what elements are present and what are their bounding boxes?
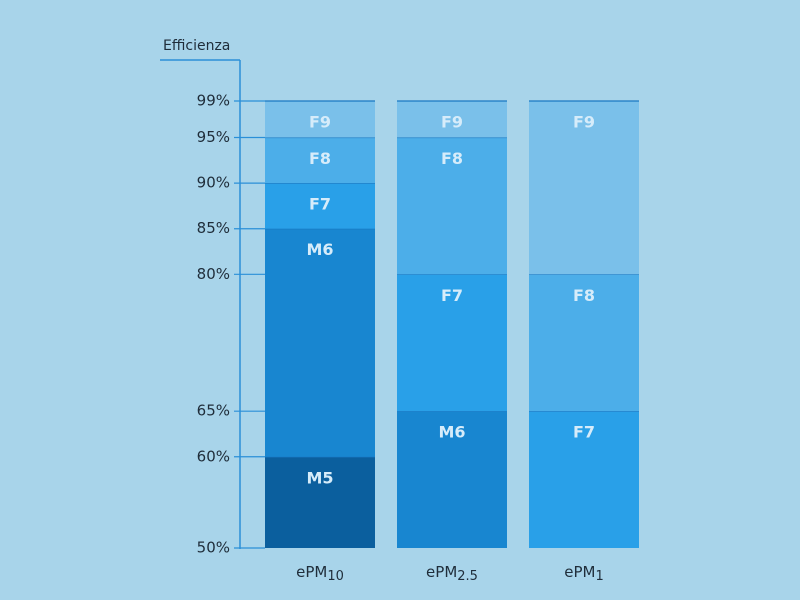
- y-tick-label: 65%: [197, 402, 230, 420]
- segment-label: F8: [309, 149, 331, 168]
- bar-segment: [529, 411, 639, 548]
- segment-label: F9: [309, 113, 331, 132]
- bar-segment: [397, 274, 507, 412]
- bar-segment: [529, 274, 639, 412]
- x-tick-label: ePM1: [564, 563, 604, 584]
- bar-segment: [529, 101, 639, 275]
- segment-label: F7: [309, 195, 331, 214]
- x-tick-label: ePM10: [296, 563, 344, 584]
- bar-segment: [397, 101, 507, 138]
- y-tick-label: 85%: [197, 219, 230, 237]
- y-tick-label: 90%: [197, 174, 230, 192]
- y-axis-label: Efficienza: [163, 38, 230, 54]
- segment-label: F7: [441, 286, 463, 305]
- bar-segment: [397, 137, 507, 275]
- bar-segment: [265, 183, 375, 229]
- segment-label: M6: [438, 423, 465, 442]
- bar-segment: [397, 411, 507, 548]
- bar-segment: [265, 456, 375, 548]
- y-tick-label: 80%: [197, 265, 230, 283]
- bar-segment: [265, 101, 375, 138]
- segment-label: F8: [573, 286, 595, 305]
- bar-segment: [265, 228, 375, 457]
- segment-label: F8: [441, 149, 463, 168]
- bar-segment: [265, 137, 375, 184]
- segment-label: M5: [306, 468, 333, 487]
- segment-label: F7: [573, 423, 595, 442]
- y-tick-label: 99%: [197, 92, 230, 110]
- y-tick-label: 60%: [197, 447, 230, 465]
- segment-label: M6: [306, 240, 333, 259]
- segment-label: F9: [441, 113, 463, 132]
- y-tick-label: 95%: [197, 128, 230, 146]
- segment-label: F9: [573, 113, 595, 132]
- y-tick-label: 50%: [197, 539, 230, 557]
- x-tick-label: ePM2.5: [426, 563, 478, 584]
